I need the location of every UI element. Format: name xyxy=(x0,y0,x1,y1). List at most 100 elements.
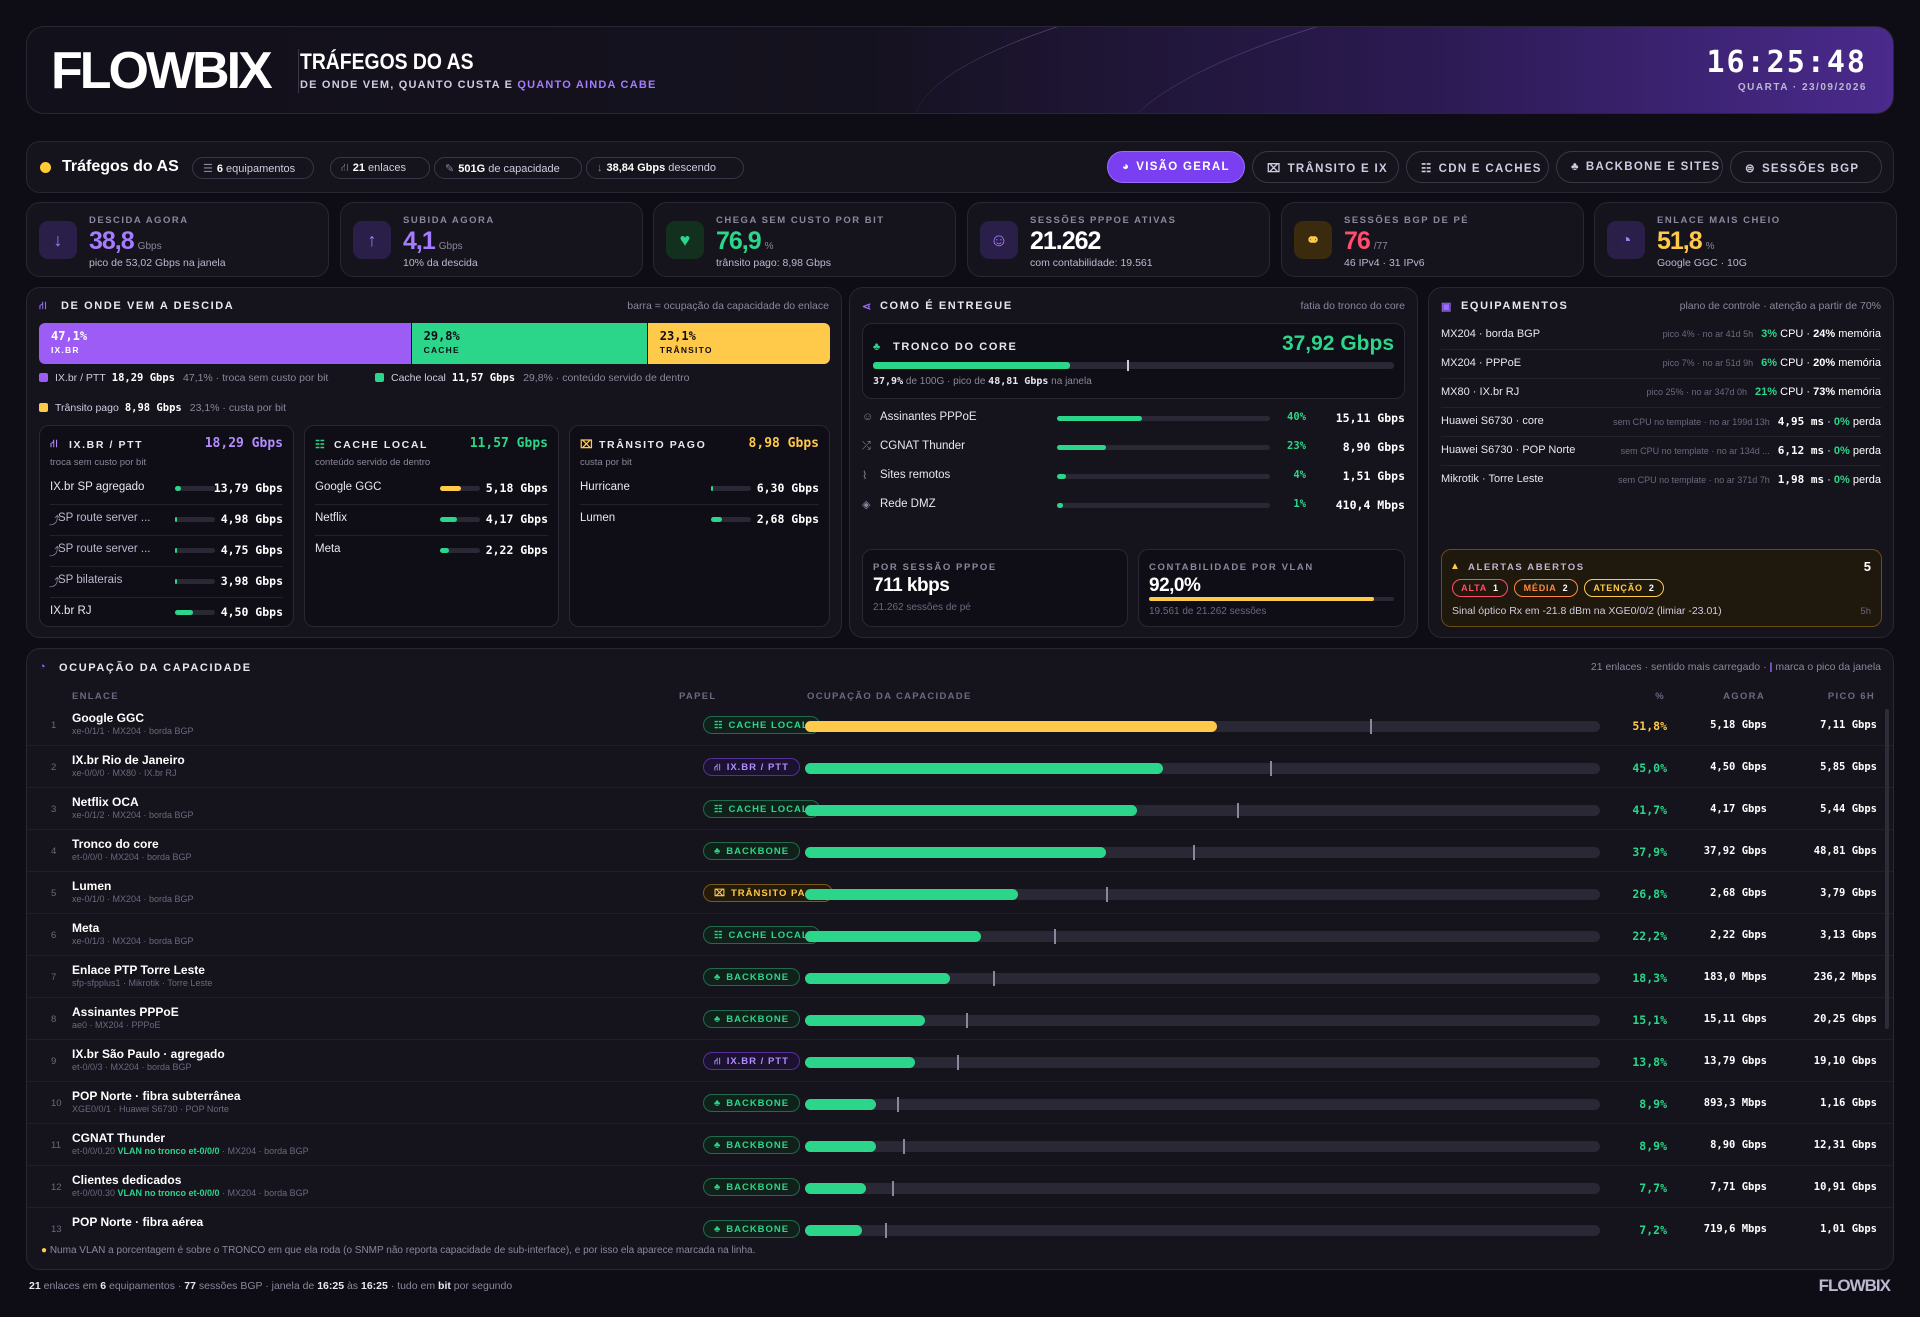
peak-rate: 1,16 Gbps xyxy=(1820,1097,1877,1109)
vlan-tag: VLAN no tronco et-0/0/0 xyxy=(117,1146,220,1156)
table-row[interactable]: 9 IX.br São Paulo · agregado et-0/0/3 · MX… xyxy=(27,1040,1893,1082)
device-name[interactable]: MX80 · IX.br RJ xyxy=(1441,386,1520,398)
delivery-value: 1,51 Gbps xyxy=(1342,469,1405,483)
device-name[interactable]: Huawei S6730 · POP Norte xyxy=(1441,444,1576,456)
table-row[interactable]: 4 Tronco do core et-0/0/0 · MX204 · borda … xyxy=(27,830,1893,872)
tab-visao-geral[interactable]: ◕ VISÃO GERAL xyxy=(1107,151,1245,183)
table-row[interactable]: 11 CGNAT Thunder et-0/0/0.20 VLAN no tronc… xyxy=(27,1124,1893,1166)
table-row[interactable]: 3 Netflix OCA xe-0/1/2 · MX204 · borda BGP… xyxy=(27,788,1893,830)
tronco-sub: 37,9% de 100G · pico de 48,81 Gbps na ja… xyxy=(873,376,1092,387)
device-name[interactable]: MX204 · borda BGP xyxy=(1441,328,1541,340)
device-name[interactable]: MX204 · PPPoE xyxy=(1441,357,1522,369)
toolbar: Tráfegos do AS ☰ 6 equipamentos ⛙ 21 enlace… xyxy=(26,141,1894,193)
nav-chip: ⛙ 21 enlaces xyxy=(330,157,430,179)
tab-sessoes-bgp[interactable]: ⊜ SESSÕES BGP xyxy=(1730,151,1882,183)
vlan-tag: VLAN no tronco et-0/0/0 xyxy=(117,1188,220,1198)
table-row[interactable]: 6 Meta xe-0/1/3 · MX204 · borda BGP ☷ CACHE … xyxy=(27,914,1893,956)
sub-route-icon: ⤴ xyxy=(49,546,60,558)
legend-sep: · xyxy=(212,372,223,384)
source-bar xyxy=(175,548,215,553)
peak-rate: 48,81 Gbps xyxy=(1813,845,1877,857)
link-iface: xe-0/1/1 · MX204 · borda BGP xyxy=(72,726,194,736)
source-name: IX.br SP agregado xyxy=(50,481,145,493)
source-name: Lumen xyxy=(580,512,616,524)
role-label: TRÂNSITO PAGO xyxy=(730,888,823,899)
table-row[interactable]: 7 Enlace PTP Torre Leste sfp-sfpplus1 · Mi… xyxy=(27,956,1893,998)
capacity-fill xyxy=(805,1057,915,1068)
scrollbar[interactable] xyxy=(1885,709,1889,1029)
delivery-bar-fill xyxy=(1057,416,1143,421)
sessoes-bgp-icon: ⊜ xyxy=(1745,163,1756,175)
delivery-bar xyxy=(1057,503,1270,508)
alert-tag[interactable]: ALTA 1 xyxy=(1452,579,1508,597)
tronco-label: TRONCO DO CORE xyxy=(893,341,1018,353)
link-iface: xe-0/1/3 · MX204 · borda BGP xyxy=(72,936,194,946)
table-row[interactable]: 12 Clientes dedicados et-0/0/0.30 VLAN no … xyxy=(27,1166,1893,1208)
app-header: FLOWBIX TRÁFEGOS DO AS DE ONDE VEM, QUAN… xyxy=(26,26,1894,114)
split-pct: 47,1% xyxy=(51,329,88,343)
capacity-bar xyxy=(805,1223,1600,1238)
table-row[interactable]: 2 IX.br Rio de Janeiro xe-0/0/0 · MX80 · I… xyxy=(27,746,1893,788)
capacity-bar xyxy=(805,845,1600,860)
table-row[interactable]: 8 Assinantes PPPoE ae0 · MX204 · PPPoE ♣ BAC… xyxy=(27,998,1893,1040)
device-info: pico 25% · no ar 347d 0h xyxy=(1646,387,1748,397)
peak-marker xyxy=(902,1139,905,1154)
alert-tag[interactable]: ATENÇÃO 2 xyxy=(1584,579,1664,597)
role-badge: ♣ BACKBONE xyxy=(703,842,801,860)
kpi-sub: 46 IPv4 · 31 IPv6 xyxy=(1344,257,1425,269)
tab-label: CDN E CACHES xyxy=(1438,163,1542,175)
role-badge: ⛙ IX.BR / PTT xyxy=(703,758,800,776)
capacity-fill xyxy=(805,973,951,984)
source-value: 4,75 Gbps xyxy=(220,543,283,557)
column-header: OCUPAÇÃO DA CAPACIDADE xyxy=(807,691,972,702)
tab-backbone-sites[interactable]: ♣ BACKBONE E SITES xyxy=(1556,151,1723,183)
column-desc: custa por bit xyxy=(580,457,632,468)
legend-desc: custa por bit xyxy=(228,402,287,414)
table-row[interactable]: 13 POP Norte · fibra aérea ♣ BACKBONE 7,2% 71… xyxy=(27,1208,1893,1239)
column-title: IX.BR / PTT xyxy=(69,439,144,451)
row-index: 11 xyxy=(51,1140,61,1151)
split-segment[interactable]: 29,8% CACHE xyxy=(411,323,648,364)
tab-cdn-caches[interactable]: ☷ CDN E CACHES xyxy=(1406,151,1549,183)
table-row[interactable]: 1 Google GGC xe-0/1/1 · MX204 · borda BGP ☷… xyxy=(27,704,1893,746)
row-divider xyxy=(580,504,819,505)
device-name[interactable]: Mikrotik · Torre Leste xyxy=(1441,473,1544,485)
clock: 16:25:48 xyxy=(1706,45,1867,80)
panel-title: COMO É ENTREGUE xyxy=(880,300,1013,312)
link-table[interactable]: 1 Google GGC xe-0/1/1 · MX204 · borda BGP ☷… xyxy=(27,704,1893,1239)
tag-label: MÉDIA xyxy=(1523,583,1557,593)
link-sub: et-0/0/0.30 VLAN no tronco et-0/0/0 · MX… xyxy=(72,1188,309,1198)
f-val: 6 xyxy=(100,1280,107,1292)
chip-value: 38,84 Gbps xyxy=(606,162,666,174)
row-divider xyxy=(315,504,548,505)
tronco-card: ♣ TRONCO DO CORE 37,92 Gbps 37,9% de 100… xyxy=(862,323,1405,399)
tab-transito-ix[interactable]: ⌧ TRÂNSITO E IX xyxy=(1252,151,1399,183)
link-device: · MX204 · borda BGP xyxy=(219,1146,309,1156)
panel-title: DE ONDE VEM A DESCIDA xyxy=(61,300,235,312)
alerts-card[interactable]: ▲ ALERTAS ABERTOS 5 Sinal óptico Rx em -… xyxy=(1441,549,1882,627)
row-divider xyxy=(315,535,548,536)
split-segment[interactable]: 47,1% IX.BR xyxy=(39,323,412,364)
device-name[interactable]: Huawei S6730 · core xyxy=(1441,415,1544,427)
peak-rate: 5,44 Gbps xyxy=(1820,803,1877,815)
capacity-fill xyxy=(805,805,1137,816)
role-badge: ♣ BACKBONE xyxy=(703,1220,801,1238)
alert-age: 5h xyxy=(1860,606,1871,617)
link-iface: et-0/0/3 · MX204 · borda BGP xyxy=(72,1062,192,1072)
table-row[interactable]: 10 POP Norte · fibra subterrânea XGE0/0/1 … xyxy=(27,1082,1893,1124)
device-info: sem CPU no template · no ar 134d ... xyxy=(1620,446,1770,456)
kpi-number: 51,8 xyxy=(1657,227,1703,255)
capacity-fill xyxy=(805,1183,867,1194)
chip-label: de capacidade xyxy=(485,163,560,175)
network-icon: ⛙ xyxy=(39,300,49,312)
arrow-down-icon: ↓ xyxy=(597,162,603,174)
tronco-text: na janela xyxy=(1048,376,1092,387)
column-header: PAPEL xyxy=(679,691,717,702)
alert-tag[interactable]: MÉDIA 2 xyxy=(1514,579,1578,597)
peak-marker xyxy=(1270,761,1273,776)
split-segment[interactable]: 23,1% TRÂNSITO xyxy=(647,323,830,364)
kpi-sub: 10% da descida xyxy=(403,257,478,269)
card-label: POR SESSÃO PPPOE xyxy=(873,562,997,573)
kpi-label: ENLACE MAIS CHEIO xyxy=(1657,215,1781,226)
table-row[interactable]: 5 Lumen xe-0/1/0 · MX204 · borda BGP ⌧ TRÂNS… xyxy=(27,872,1893,914)
